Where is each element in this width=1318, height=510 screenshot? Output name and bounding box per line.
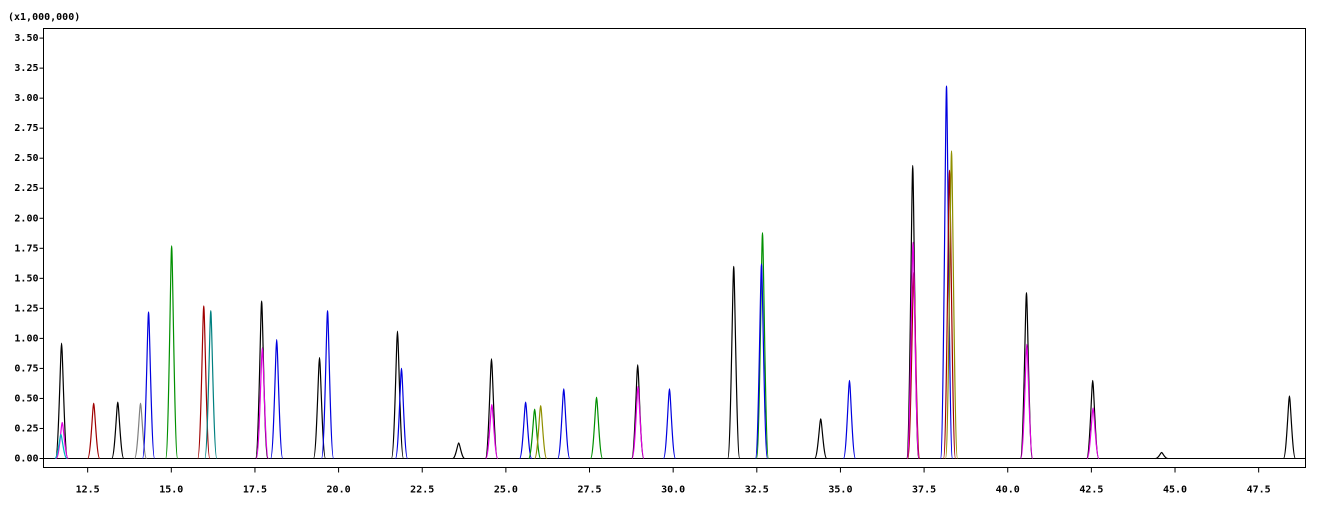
peak	[589, 396, 604, 460]
y-tick-label: 0.00	[14, 453, 38, 464]
peak	[390, 330, 405, 460]
peak	[485, 403, 499, 460]
x-tick-label: 40.0	[996, 485, 1020, 496]
peak	[944, 150, 959, 460]
y-tick-label: 0.50	[14, 393, 38, 404]
peak	[320, 310, 335, 460]
peak	[1020, 343, 1034, 460]
x-tick-label: 30.0	[661, 485, 685, 496]
peak	[255, 347, 269, 460]
x-tick-label: 22.5	[410, 485, 434, 496]
peak	[111, 401, 125, 460]
x-tick-label: 12.5	[76, 485, 100, 496]
y-tick-label: 2.25	[14, 183, 38, 194]
x-tick-label: 35.0	[828, 485, 852, 496]
peak	[165, 245, 179, 460]
peak	[755, 232, 770, 460]
peak	[519, 401, 533, 460]
x-tick-label: 32.5	[745, 485, 769, 496]
peak	[842, 379, 857, 460]
peak	[528, 408, 542, 460]
y-tick-label: 0.75	[14, 363, 38, 374]
y-tick-label: 2.75	[14, 123, 38, 134]
peak	[754, 263, 769, 460]
peak	[394, 367, 409, 460]
x-tick-label: 45.0	[1163, 485, 1187, 496]
peak	[534, 405, 548, 460]
peak	[1282, 395, 1297, 460]
x-tick-label: 47.5	[1247, 485, 1271, 496]
y-tick-label: 3.50	[14, 33, 38, 44]
peak	[906, 241, 920, 460]
peak	[942, 169, 957, 460]
x-tick-label: 25.0	[494, 485, 518, 496]
y-tick-label: 2.00	[14, 213, 38, 224]
peak	[270, 338, 284, 460]
x-tick-label: 17.5	[243, 485, 267, 496]
x-tick-label: 27.5	[577, 485, 601, 496]
y-tick-label: 3.00	[14, 93, 38, 104]
peak	[727, 265, 741, 460]
y-multiplier: (x1,000,000)	[8, 12, 80, 23]
y-tick-label: 1.00	[14, 333, 38, 344]
x-tick-label: 37.5	[912, 485, 936, 496]
y-tick-label: 1.75	[14, 243, 38, 254]
x-tick-label: 42.5	[1079, 485, 1103, 496]
peak	[814, 418, 828, 460]
x-tick-label: 20.0	[327, 485, 351, 496]
peak	[939, 85, 954, 460]
peak	[141, 311, 156, 460]
peak	[54, 433, 68, 460]
peak	[54, 342, 69, 460]
peak	[87, 402, 101, 460]
peak	[452, 442, 466, 460]
y-tick-label: 1.50	[14, 273, 38, 284]
peak	[1155, 451, 1168, 460]
y-tick-label: 1.25	[14, 303, 38, 314]
peak	[204, 310, 218, 460]
x-tick-label: 15.0	[159, 485, 183, 496]
peak	[631, 385, 645, 460]
y-tick-label: 3.25	[14, 63, 38, 74]
peak	[55, 421, 69, 460]
peak	[1086, 407, 1100, 460]
y-tick-label: 0.25	[14, 423, 38, 434]
peak	[557, 388, 571, 460]
peak	[662, 388, 677, 460]
y-tick-label: 2.50	[14, 153, 38, 164]
